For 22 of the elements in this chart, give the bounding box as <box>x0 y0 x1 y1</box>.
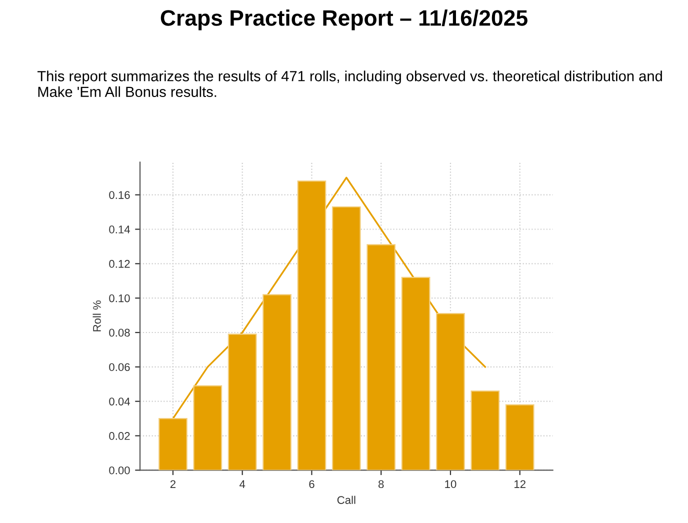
y-axis-title: Roll % <box>92 300 101 332</box>
y-tick-label: 0.08 <box>109 328 130 337</box>
y-tick-label: 0.14 <box>109 226 130 234</box>
x-tick-label: 4 <box>240 480 246 488</box>
x-tick-label: 2 <box>170 480 176 488</box>
y-tick-label: 0.16 <box>109 191 130 199</box>
chart-title: Craps Practice Report – 11/16/2025 <box>160 10 528 30</box>
y-tick-label: 0.04 <box>109 398 130 406</box>
y-tick-label: 0.02 <box>109 432 130 440</box>
bar <box>470 390 500 470</box>
x-tick-label: 6 <box>309 480 314 488</box>
chart-subtitle: This report summarizes the results of 471 rolls, including observed vs. theoretical distribution and Make 'Em All Bonus results. <box>37 70 662 98</box>
x-tick-label: 8 <box>378 480 384 488</box>
x-tick-label: 12 <box>514 480 526 488</box>
y-tick-label: 0.00 <box>109 466 130 474</box>
bar <box>505 404 534 470</box>
bar <box>332 206 361 470</box>
y-tick-label: 0.06 <box>109 363 130 372</box>
y-tick-label: 0.10 <box>109 294 130 302</box>
x-tick-label: 10 <box>445 480 456 488</box>
y-tick-label: 0.12 <box>109 260 130 268</box>
x-axis-title: Call <box>337 496 356 504</box>
